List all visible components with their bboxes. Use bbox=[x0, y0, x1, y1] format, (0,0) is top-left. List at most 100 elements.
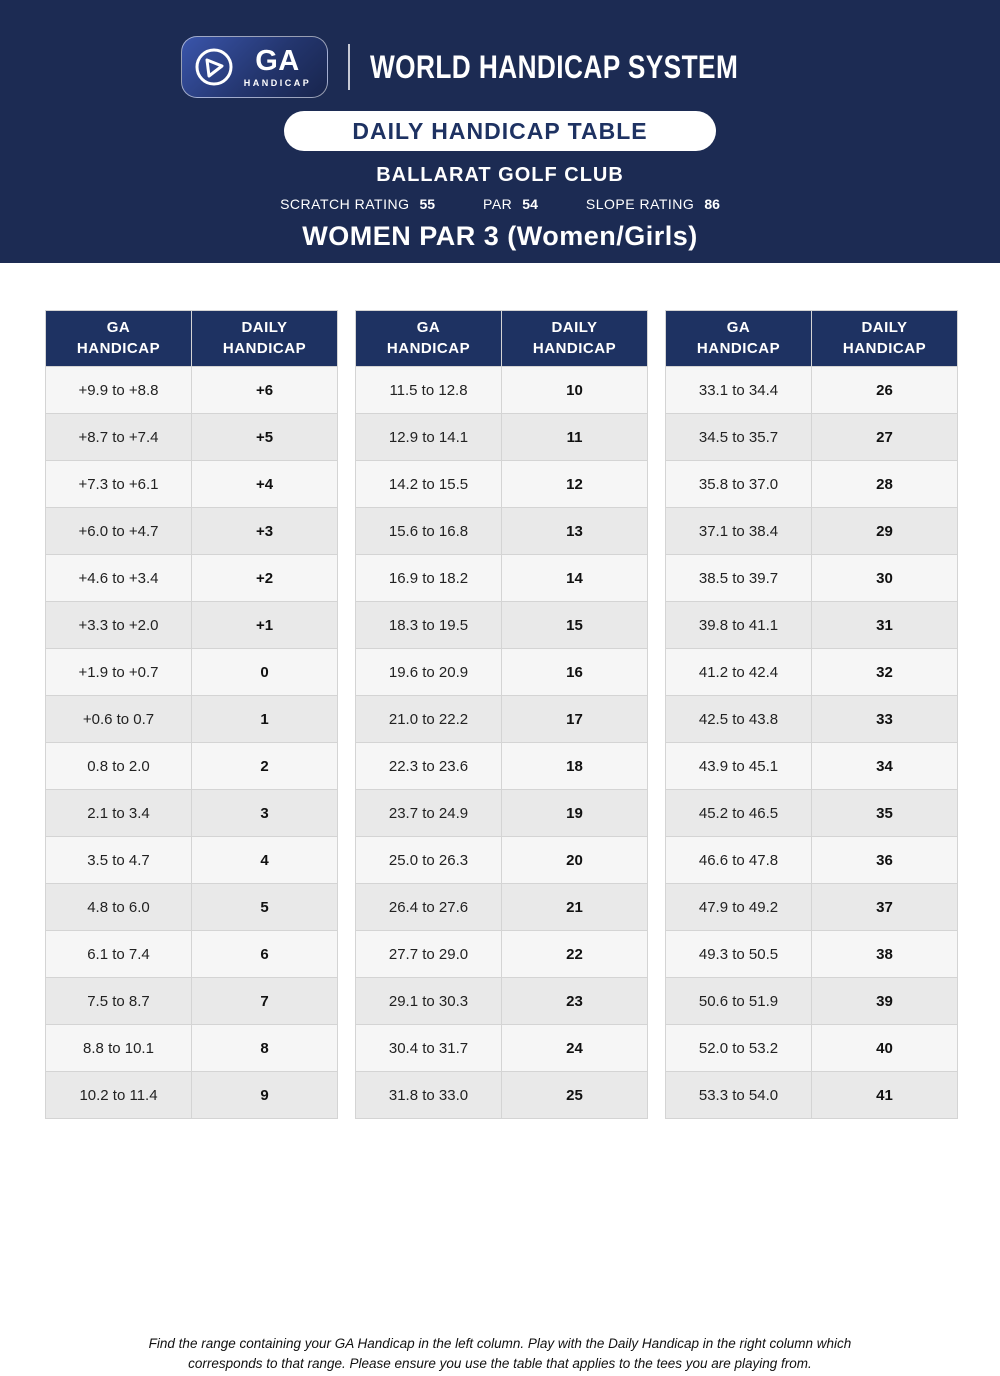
daily-handicap-value-cell: 0 bbox=[191, 648, 338, 696]
daily-handicap-value-cell: 41 bbox=[811, 1071, 958, 1119]
daily-handicap-value-cell: 9 bbox=[191, 1071, 338, 1119]
column-header: DAILY HANDICAP bbox=[501, 310, 648, 367]
table-row: +1.9 to +0.7 0 bbox=[45, 648, 338, 696]
table-row: +0.6 to 0.7 1 bbox=[45, 695, 338, 743]
ga-handicap-range-cell: 39.8 to 41.1 bbox=[665, 601, 812, 649]
ga-handicap-range-cell: 6.1 to 7.4 bbox=[45, 930, 192, 978]
daily-handicap-value-cell: 14 bbox=[501, 554, 648, 602]
header-banner: GA HANDICAP WORLD HANDICAP SYSTEM DAILY … bbox=[0, 0, 1000, 263]
daily-handicap-value-cell: 7 bbox=[191, 977, 338, 1025]
daily-handicap-value-cell: +5 bbox=[191, 413, 338, 461]
ga-handicap-range-cell: 42.5 to 43.8 bbox=[665, 695, 812, 743]
daily-handicap-value-cell: +6 bbox=[191, 366, 338, 414]
ga-handicap-range-cell: 47.9 to 49.2 bbox=[665, 883, 812, 931]
table-row: 23.7 to 24.9 19 bbox=[355, 789, 648, 837]
ga-handicap-range-cell: 43.9 to 45.1 bbox=[665, 742, 812, 790]
ga-handicap-range-cell: 8.8 to 10.1 bbox=[45, 1024, 192, 1072]
daily-handicap-value-cell: 17 bbox=[501, 695, 648, 743]
table-row: 0.8 to 2.0 2 bbox=[45, 742, 338, 790]
table-header-row: GA HANDICAP DAILY HANDICAP bbox=[665, 310, 958, 367]
ga-handicap-range-cell: 18.3 to 19.5 bbox=[355, 601, 502, 649]
daily-handicap-value-cell: 31 bbox=[811, 601, 958, 649]
ga-handicap-range-cell: +1.9 to +0.7 bbox=[45, 648, 192, 696]
table-row: 39.8 to 41.1 31 bbox=[665, 601, 958, 649]
daily-handicap-value-cell: 11 bbox=[501, 413, 648, 461]
daily-handicap-value-cell: 6 bbox=[191, 930, 338, 978]
table-row: +6.0 to +4.7 +3 bbox=[45, 507, 338, 555]
ga-handicap-range-cell: 31.8 to 33.0 bbox=[355, 1071, 502, 1119]
table-row: 33.1 to 34.4 26 bbox=[665, 366, 958, 414]
ga-handicap-range-cell: 15.6 to 16.8 bbox=[355, 507, 502, 555]
table-row: 26.4 to 27.6 21 bbox=[355, 883, 648, 931]
ga-handicap-range-cell: +4.6 to +3.4 bbox=[45, 554, 192, 602]
daily-handicap-value-cell: 5 bbox=[191, 883, 338, 931]
ga-handicap-range-cell: +9.9 to +8.8 bbox=[45, 366, 192, 414]
daily-handicap-value-cell: 33 bbox=[811, 695, 958, 743]
ga-handicap-range-cell: 29.1 to 30.3 bbox=[355, 977, 502, 1025]
daily-handicap-value-cell: 32 bbox=[811, 648, 958, 696]
ga-handicap-range-cell: 10.2 to 11.4 bbox=[45, 1071, 192, 1119]
tee-category-title: WOMEN PAR 3 (Women/Girls) bbox=[302, 221, 698, 251]
table-row: 47.9 to 49.2 37 bbox=[665, 883, 958, 931]
ga-handicap-range-cell: 33.1 to 34.4 bbox=[665, 366, 812, 414]
table-row: 19.6 to 20.9 16 bbox=[355, 648, 648, 696]
table-row: 14.2 to 15.5 12 bbox=[355, 460, 648, 508]
table-row: +3.3 to +2.0 +1 bbox=[45, 601, 338, 649]
ga-handicap-range-cell: 7.5 to 8.7 bbox=[45, 977, 192, 1025]
daily-handicap-value-cell: +4 bbox=[191, 460, 338, 508]
table-row: 18.3 to 19.5 15 bbox=[355, 601, 648, 649]
table-header-row: GA HANDICAP DAILY HANDICAP bbox=[355, 310, 648, 367]
ga-handicap-range-cell: 53.3 to 54.0 bbox=[665, 1071, 812, 1119]
daily-handicap-value-cell: +2 bbox=[191, 554, 338, 602]
table-row: 15.6 to 16.8 13 bbox=[355, 507, 648, 555]
daily-handicap-value-cell: 30 bbox=[811, 554, 958, 602]
daily-handicap-value-cell: 18 bbox=[501, 742, 648, 790]
table-row: 12.9 to 14.1 11 bbox=[355, 413, 648, 461]
table-row: +7.3 to +6.1 +4 bbox=[45, 460, 338, 508]
ga-handicap-range-cell: 3.5 to 4.7 bbox=[45, 836, 192, 884]
table-row: 10.2 to 11.4 9 bbox=[45, 1071, 338, 1119]
table-row: 49.3 to 50.5 38 bbox=[665, 930, 958, 978]
scratch-rating-value: 55 bbox=[419, 196, 436, 212]
table-header-row: GA HANDICAP DAILY HANDICAP bbox=[45, 310, 338, 367]
ga-handicap-range-cell: 26.4 to 27.6 bbox=[355, 883, 502, 931]
table-row: 6.1 to 7.4 6 bbox=[45, 930, 338, 978]
column-header: GA HANDICAP bbox=[45, 310, 192, 367]
table-row: 27.7 to 29.0 22 bbox=[355, 930, 648, 978]
table-row: 8.8 to 10.1 8 bbox=[45, 1024, 338, 1072]
daily-handicap-value-cell: 28 bbox=[811, 460, 958, 508]
ga-handicap-range-cell: +0.6 to 0.7 bbox=[45, 695, 192, 743]
ga-handicap-range-cell: +6.0 to +4.7 bbox=[45, 507, 192, 555]
table-row: +4.6 to +3.4 +2 bbox=[45, 554, 338, 602]
daily-handicap-value-cell: 22 bbox=[501, 930, 648, 978]
scratch-rating-label: SCRATCH RATING bbox=[280, 196, 410, 212]
ga-handicap-range-cell: 21.0 to 22.2 bbox=[355, 695, 502, 743]
slope-rating: SLOPE RATING 86 bbox=[586, 196, 720, 212]
brand-name: WORLD HANDICAP SYSTEM bbox=[370, 48, 739, 85]
handicap-tables: GA HANDICAP DAILY HANDICAP +9.9 to +8.8 +6 +… bbox=[45, 310, 958, 1119]
table-row: 29.1 to 30.3 23 bbox=[355, 977, 648, 1025]
table-row: 52.0 to 53.2 40 bbox=[665, 1024, 958, 1072]
ratings-row: SCRATCH RATING 55 PAR 54 SLOPE RATING 86 bbox=[280, 196, 720, 212]
table-row: 3.5 to 4.7 4 bbox=[45, 836, 338, 884]
ga-handicap-range-cell: 23.7 to 24.9 bbox=[355, 789, 502, 837]
table-row: 45.2 to 46.5 35 bbox=[665, 789, 958, 837]
ga-handicap-range-cell: 34.5 to 35.7 bbox=[665, 413, 812, 461]
table-row: 35.8 to 37.0 28 bbox=[665, 460, 958, 508]
daily-handicap-value-cell: 13 bbox=[501, 507, 648, 555]
daily-handicap-value-cell: 4 bbox=[191, 836, 338, 884]
ga-handicap-range-cell: 50.6 to 51.9 bbox=[665, 977, 812, 1025]
daily-handicap-value-cell: 37 bbox=[811, 883, 958, 931]
instructions-line1: Find the range containing your GA Handic… bbox=[148, 1335, 852, 1351]
ga-handicap-logo: GA HANDICAP bbox=[180, 36, 329, 98]
daily-handicap-value-cell: 40 bbox=[811, 1024, 958, 1072]
handicap-table-2: GA HANDICAP DAILY HANDICAP 11.5 to 12.8 10 1… bbox=[355, 310, 648, 1119]
table-row: 41.2 to 42.4 32 bbox=[665, 648, 958, 696]
table-row: 4.8 to 6.0 5 bbox=[45, 883, 338, 931]
daily-handicap-value-cell: 39 bbox=[811, 977, 958, 1025]
daily-handicap-value-cell: 34 bbox=[811, 742, 958, 790]
daily-handicap-value-cell: 8 bbox=[191, 1024, 338, 1072]
logo-ga-label: GA bbox=[255, 44, 300, 77]
daily-handicap-value-cell: 12 bbox=[501, 460, 648, 508]
daily-handicap-value-cell: 2 bbox=[191, 742, 338, 790]
